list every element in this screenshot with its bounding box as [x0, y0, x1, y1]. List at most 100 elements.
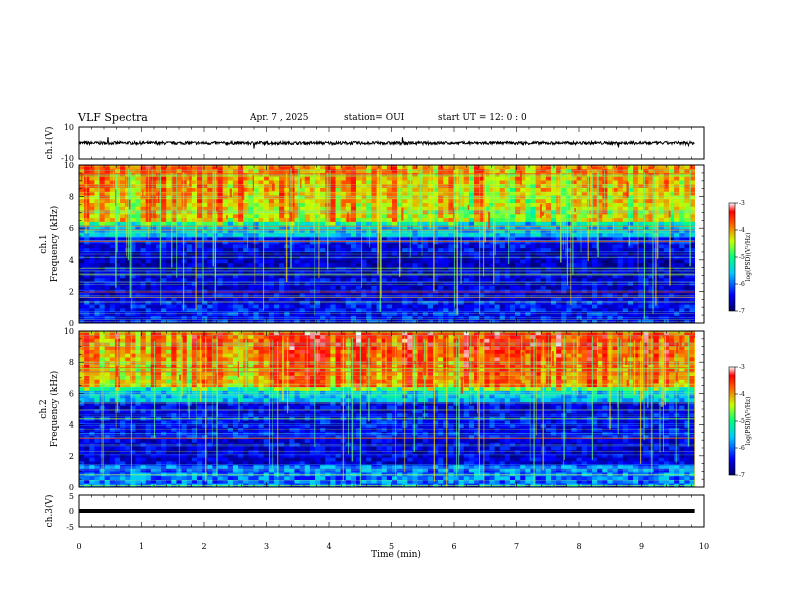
spectrogram-cell — [356, 195, 362, 200]
spectrogram-cell — [622, 210, 629, 215]
spectrogram-cell — [509, 262, 516, 267]
spectrogram-cell — [412, 281, 418, 286]
spectrogram-cell — [484, 180, 490, 185]
spectrogram-cell — [381, 262, 388, 267]
spectrogram-cell — [622, 292, 629, 298]
spectrogram-cell — [515, 251, 521, 256]
spectrogram-cell — [284, 296, 290, 301]
spectrogram-cell — [438, 262, 444, 267]
spectrogram-cell — [545, 213, 552, 219]
spectrogram-cell — [530, 292, 536, 298]
spectrogram-cell — [689, 195, 696, 200]
spectrogram-cell — [350, 255, 357, 260]
spectrogram-cell — [217, 213, 224, 219]
spectrogram-cell — [474, 198, 480, 204]
spectrogram-cell — [422, 187, 429, 192]
spectrogram-cell — [356, 255, 362, 260]
spectrogram-cell — [679, 262, 685, 267]
spectrogram-cell — [668, 228, 675, 234]
spectrogram-cell — [325, 307, 331, 313]
spectrogram-cell — [540, 274, 547, 279]
spectrogram-cell — [689, 183, 696, 188]
spectrogram-cell — [463, 244, 470, 249]
spectrogram-cell — [668, 217, 675, 222]
spectrogram-cell — [202, 319, 208, 324]
spectrogram-cell — [484, 210, 490, 215]
spectrogram-cell — [125, 274, 131, 279]
spectrogram-cell — [335, 274, 342, 279]
spectrogram-cell — [104, 202, 111, 207]
spectrogram-cell — [438, 180, 444, 185]
spectrogram-cell — [684, 210, 690, 215]
spectrogram-cell — [617, 195, 624, 200]
spectrogram-cell — [155, 255, 162, 260]
spectrogram-cell — [114, 251, 121, 256]
spectrogram-cell — [607, 296, 613, 301]
spectrogram-cell — [663, 213, 670, 219]
spectrogram-cell — [566, 183, 572, 188]
spectrogram-cell — [679, 292, 685, 298]
spectrogram-cell — [612, 191, 619, 196]
spectrogram-cell — [140, 262, 147, 267]
spectrogram-cell — [299, 198, 306, 204]
spectrogram-cell — [663, 176, 670, 181]
spectrogram-cell — [412, 262, 418, 267]
spectrogram-cell — [658, 285, 665, 290]
spectrogram-cell — [556, 244, 562, 249]
spectrogram-cell — [79, 285, 85, 290]
spectrogram-cell — [427, 270, 434, 275]
spectrogram-cell — [617, 187, 624, 192]
spectrogram-cell — [227, 225, 234, 230]
spectrogram-cell — [361, 210, 367, 215]
spectrogram-cell — [427, 277, 434, 283]
spectrogram-cell — [499, 292, 506, 298]
spectrogram-cell — [684, 198, 690, 204]
spectrogram-cell — [196, 217, 203, 222]
spectrogram-cell — [155, 307, 162, 313]
spectrogram-cell — [443, 198, 449, 204]
spectrogram-cell — [586, 266, 593, 271]
spectrogram-cell — [345, 311, 352, 316]
spectrogram-cell — [484, 251, 490, 256]
spectrogram-cell — [602, 187, 608, 192]
spectrogram-cell — [99, 289, 106, 294]
spectrogram-cell — [335, 198, 342, 204]
spectrogram-cell — [550, 187, 557, 192]
spectrogram-cell — [689, 296, 696, 301]
spectrogram-cell — [509, 217, 516, 222]
spectrogram-cell — [350, 221, 357, 226]
spectrogram-cell — [320, 236, 326, 241]
spectrogram-cell — [566, 213, 572, 219]
spectrogram-cell — [504, 228, 511, 234]
spectrogram-cell — [171, 228, 177, 234]
spectrogram-cell — [386, 244, 393, 249]
spectrogram-cell — [294, 255, 300, 260]
spectrogram-cell — [314, 198, 321, 204]
spectrogram-cell — [386, 292, 393, 298]
spectrogram-cell — [432, 262, 439, 267]
spectrogram-cell — [207, 210, 213, 215]
spectrogram-cell — [643, 183, 649, 188]
spectrogram-cell — [279, 304, 285, 309]
spectrogram-cell — [279, 191, 285, 196]
spectrogram-cell — [668, 319, 675, 324]
spectrogram-cell — [191, 292, 198, 298]
spectrogram-cell — [422, 307, 429, 313]
spectrogram-cell — [104, 281, 111, 286]
spectrogram-cell — [684, 307, 690, 313]
spectrogram-cell — [217, 270, 224, 275]
spectrogram-cell — [648, 296, 654, 301]
spectrogram-cell — [638, 296, 644, 301]
spectrogram-cell — [176, 255, 182, 260]
spectrogram-cell — [114, 319, 121, 324]
spectrogram-cell — [376, 225, 383, 230]
spectrogram-cell — [674, 262, 680, 267]
spectrogram-cell — [597, 232, 603, 237]
spectrogram-cell — [499, 274, 506, 279]
spectrogram-cell — [345, 183, 352, 188]
spectrogram-cell — [499, 217, 506, 222]
spectrogram-cell — [689, 217, 696, 222]
spectrogram-cell — [238, 198, 244, 204]
spectrogram-cell — [468, 270, 475, 275]
spectrogram-cell — [617, 319, 624, 324]
